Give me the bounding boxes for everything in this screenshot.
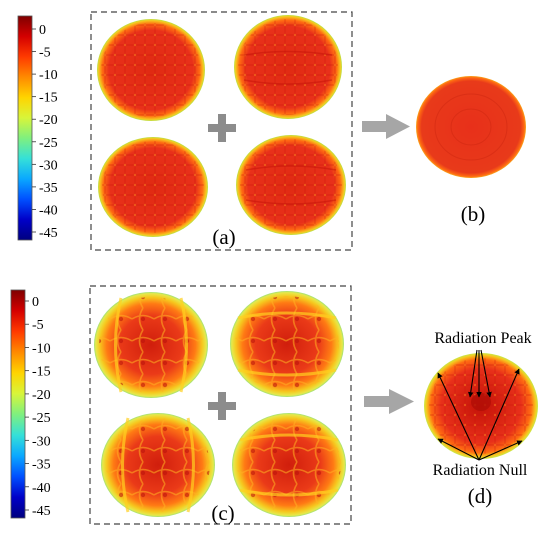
- radiation-null-label: Radiation Null: [433, 462, 528, 479]
- colorbar-tick-label: -35: [32, 458, 51, 473]
- colorbar-top: 0 -5 -10 -15 -20 -25 -30 -35 -40 -45: [17, 15, 58, 241]
- panel-a-pattern-3: [98, 137, 208, 237]
- panel-d-label: (d): [468, 484, 493, 508]
- colorbar-bottom-gradient: [10, 289, 26, 519]
- colorbar-tick-label: 0: [39, 23, 46, 38]
- panel-a-label: (a): [212, 225, 235, 249]
- colorbar-tick-label: -45: [32, 504, 51, 519]
- colorbar-tick-label: -5: [32, 318, 44, 333]
- panel-a-plus-sign: [208, 114, 236, 142]
- colorbar-tick-label: 0: [32, 295, 39, 310]
- colorbar-tick-label: -30: [39, 158, 58, 173]
- panel-c-pattern-3: [101, 413, 215, 517]
- panel-b-label: (b): [461, 202, 486, 226]
- colorbar-tick-label: -40: [32, 481, 51, 496]
- colorbar-bottom-ticks: 0 -5 -10 -15 -20 -25 -30 -35 -40 -45: [25, 295, 51, 519]
- colorbar-tick-label: -15: [39, 91, 58, 106]
- colorbar-tick-label: -15: [32, 365, 51, 380]
- colorbar-tick-label: -20: [32, 388, 51, 403]
- panel-c-label: (c): [211, 501, 234, 525]
- radiation-null-arrows: [437, 368, 523, 461]
- panel-a-pattern-1: [97, 19, 205, 121]
- colorbar-tick-label: -10: [39, 68, 58, 83]
- colorbar-tick-label: -35: [39, 181, 58, 196]
- colorbar-tick-label: -40: [39, 203, 58, 218]
- arrow-a-to-b: [362, 114, 410, 139]
- panel-a-pattern-4: [236, 135, 346, 235]
- radiation-peak-arrows: [468, 349, 492, 398]
- colorbar-tick-label: -30: [32, 434, 51, 449]
- panel-b-pattern: [416, 76, 526, 178]
- panel-c-plus-sign: [208, 392, 236, 420]
- arrow-c-to-d: [364, 389, 414, 414]
- colorbar-tick-label: -45: [39, 226, 58, 241]
- colorbar-tick-label: -10: [32, 341, 51, 356]
- colorbar-top-gradient: [17, 15, 33, 241]
- colorbar-tick-label: -20: [39, 113, 58, 128]
- colorbar-tick-label: -25: [39, 136, 58, 151]
- panel-d-pattern: [424, 353, 538, 459]
- radiation-peak-label: Radiation Peak: [434, 330, 531, 347]
- colorbar-tick-label: -25: [32, 411, 51, 426]
- panel-c-pattern-4: [232, 413, 346, 517]
- colorbar-bottom: 0 -5 -10 -15 -20 -25 -30 -35 -40 -45: [10, 289, 51, 519]
- panel-c-pattern-2: [230, 291, 344, 397]
- colorbar-tick-label: -5: [39, 46, 51, 61]
- colorbar-top-ticks: 0 -5 -10 -15 -20 -25 -30 -35 -40 -45: [32, 23, 58, 241]
- panel-a-frame: [90, 11, 353, 251]
- panel-a-pattern-2: [234, 15, 342, 119]
- panel-c-frame: [89, 285, 352, 525]
- panel-c-pattern-1: [94, 292, 208, 398]
